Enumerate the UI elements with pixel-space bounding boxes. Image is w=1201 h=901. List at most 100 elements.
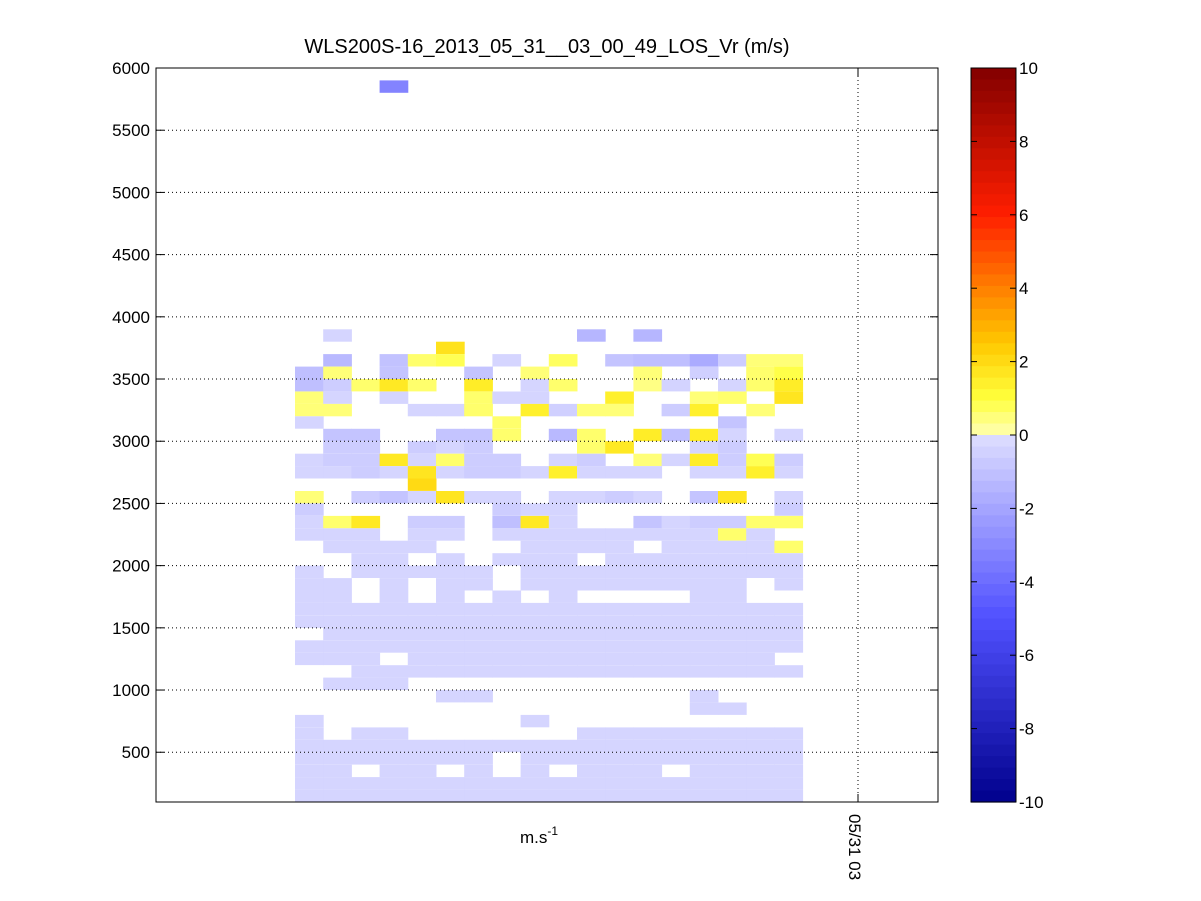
heatmap-cell	[464, 441, 493, 454]
heatmap-cell	[633, 615, 663, 628]
heatmap-cell	[464, 665, 493, 678]
heatmap-cell	[464, 391, 493, 404]
heatmap-cell	[407, 540, 437, 554]
heatmap-cell	[689, 640, 719, 653]
heatmap-cell	[323, 441, 352, 454]
heatmap-cell	[689, 578, 719, 591]
heatmap-cell	[689, 727, 719, 740]
heatmap-cell	[520, 466, 550, 479]
heatmap-cell	[548, 590, 578, 603]
heatmap-cell	[379, 466, 409, 479]
heatmap-cell	[661, 528, 691, 541]
heatmap-cell	[295, 578, 324, 591]
heatmap-cell	[520, 640, 550, 653]
colorbar-step	[971, 79, 1016, 92]
heatmap-cell	[295, 615, 324, 628]
heatmap-cell	[436, 752, 465, 765]
heatmap-cell	[746, 627, 775, 641]
heatmap-cell	[492, 515, 522, 529]
heatmap-cell	[492, 789, 522, 802]
heatmap-cell	[633, 428, 663, 442]
heatmap-cell	[661, 665, 691, 678]
heatmap-cell	[577, 627, 606, 641]
heatmap-cell	[436, 652, 465, 666]
heatmap-cell	[689, 652, 719, 666]
heatmap-cell	[661, 739, 691, 753]
heatmap-cell	[323, 453, 352, 467]
heatmap-cell	[633, 515, 663, 529]
heatmap-cell	[492, 491, 522, 504]
colorbar-tick-label: -6	[1019, 646, 1034, 665]
heatmap-cell	[577, 764, 606, 778]
heatmap-cell	[605, 789, 634, 802]
heatmap-cell	[548, 491, 578, 504]
heatmap-cell	[718, 466, 747, 479]
heatmap-cell	[774, 515, 804, 529]
colorbar-step	[971, 733, 1016, 746]
colorbar-tick-label: -4	[1019, 573, 1034, 592]
heatmap-cell	[689, 403, 719, 417]
heatmap-cell	[323, 540, 352, 554]
heatmap-cell	[661, 789, 691, 802]
heatmap-cell	[492, 640, 522, 653]
heatmap-cell	[295, 379, 324, 392]
heatmap-cell	[718, 665, 747, 678]
heatmap-cell	[379, 354, 409, 367]
heatmap-cell	[492, 553, 522, 566]
heatmap-cell	[323, 602, 352, 616]
heatmap-cell	[295, 752, 324, 765]
heatmap-cell	[436, 528, 465, 541]
heatmap-cell	[661, 515, 691, 529]
heatmap-cell	[605, 403, 634, 417]
heatmap-cell	[548, 789, 578, 802]
heatmap-cell	[407, 491, 437, 504]
heatmap-cell	[351, 602, 381, 616]
heatmap-cell	[774, 553, 804, 566]
heatmap-cell	[379, 453, 409, 467]
heatmap-cell	[661, 453, 691, 467]
heatmap-cell	[379, 391, 409, 404]
heatmap-cell	[577, 528, 606, 541]
heatmap-cell	[436, 640, 465, 653]
heatmap-cell	[633, 329, 663, 342]
heatmap-cell	[379, 565, 409, 578]
heatmap-cell	[689, 590, 719, 603]
heatmap-cell	[633, 491, 663, 504]
colorbar-step	[971, 652, 1016, 665]
heatmap-cell	[718, 739, 747, 753]
heatmap-cell	[379, 752, 409, 765]
heatmap-cell	[407, 739, 437, 753]
heatmap-cell	[351, 428, 381, 442]
heatmap-cell	[323, 329, 352, 342]
y-tick-label: 5000	[112, 183, 150, 202]
heatmap-cell	[774, 789, 804, 802]
y-tick-label: 1500	[112, 619, 150, 638]
heatmap-cell	[295, 739, 324, 753]
heatmap-cell	[718, 565, 747, 578]
heatmap-cell	[436, 789, 465, 802]
heatmap-cell	[520, 739, 550, 753]
colorbar-step	[971, 251, 1016, 264]
heatmap-cell	[689, 777, 719, 790]
heatmap-cell	[492, 391, 522, 404]
y-tick-label: 500	[122, 743, 150, 762]
heatmap-cell	[323, 752, 352, 765]
y-tick-label: 2500	[112, 494, 150, 513]
heatmap-cell	[661, 727, 691, 740]
y-tick-label: 3500	[112, 370, 150, 389]
heatmap-cell	[774, 453, 804, 467]
colorbar-step	[971, 182, 1016, 195]
x-axis-label-base: m.s	[520, 828, 547, 847]
heatmap-cell	[746, 777, 775, 790]
heatmap-cell	[689, 528, 719, 541]
heatmap-cell	[548, 739, 578, 753]
heatmap-cell	[774, 739, 804, 753]
heatmap-cell	[605, 491, 634, 504]
heatmap-cell	[577, 565, 606, 578]
heatmap-cell	[464, 739, 493, 753]
heatmap-cell	[548, 453, 578, 467]
colorbar-step	[971, 400, 1016, 413]
heatmap-cell	[746, 764, 775, 778]
heatmap-cell	[605, 540, 634, 554]
heatmap-cell	[492, 503, 522, 516]
